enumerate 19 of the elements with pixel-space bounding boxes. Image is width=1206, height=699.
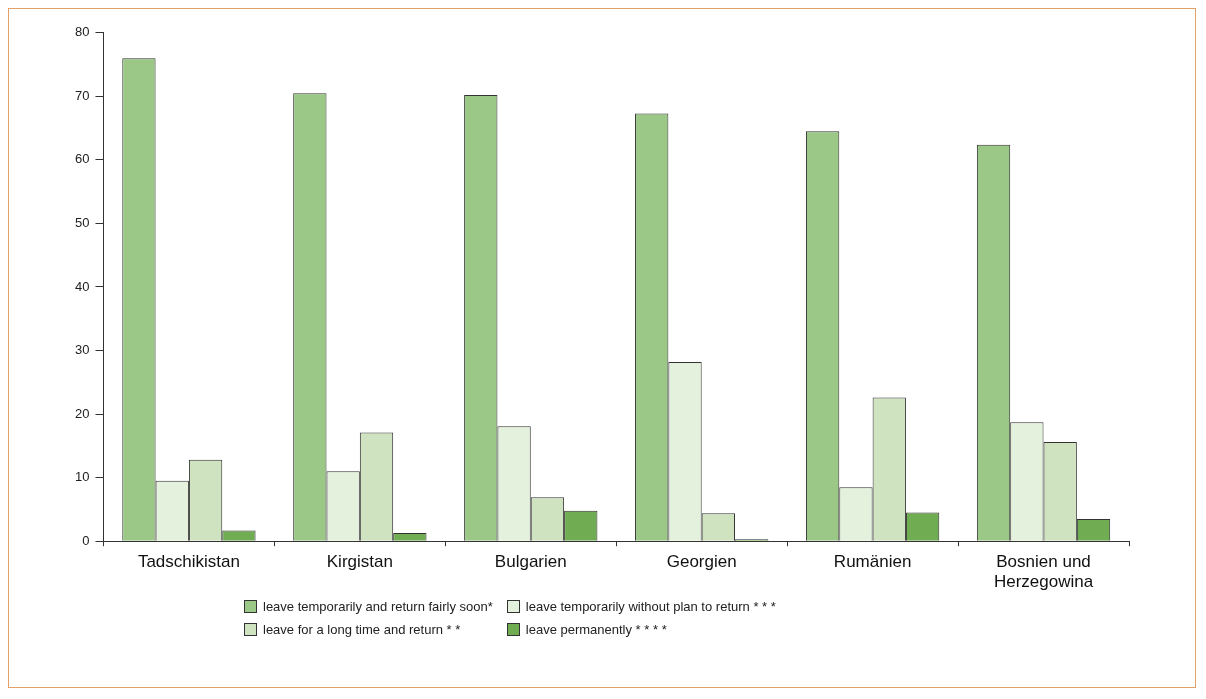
x-tick-label: Bulgarien (494, 552, 567, 572)
y-tick-label: 60 (74, 151, 90, 167)
y-tick-label: 50 (74, 215, 90, 231)
y-tick-label: 20 (74, 405, 90, 421)
legend-label: leave for a long time and return * * (263, 622, 461, 637)
legend-label: leave permanently * * * * (525, 622, 667, 637)
x-tick-label: Tadschikistan (137, 552, 240, 572)
y-tick-label: 40 (74, 278, 90, 294)
y-tick-label: 80 (74, 24, 90, 40)
x-tick-label: Rumänien (833, 552, 912, 572)
y-tick-label: 30 (74, 342, 90, 358)
y-tick-label: 70 (74, 87, 90, 103)
x-tick-label: Georgien (666, 552, 737, 572)
legend-label: leave temporarily without plan to return * * * (525, 599, 776, 614)
x-tick-label: Bosnien und Herzegowina (993, 552, 1094, 592)
legend-label: leave temporarily and return fairly soon* (263, 599, 493, 614)
y-tick-label: 0 (82, 532, 90, 548)
x-tick-label: Kirgistan (326, 552, 393, 572)
y-tick-label: 10 (74, 469, 90, 485)
